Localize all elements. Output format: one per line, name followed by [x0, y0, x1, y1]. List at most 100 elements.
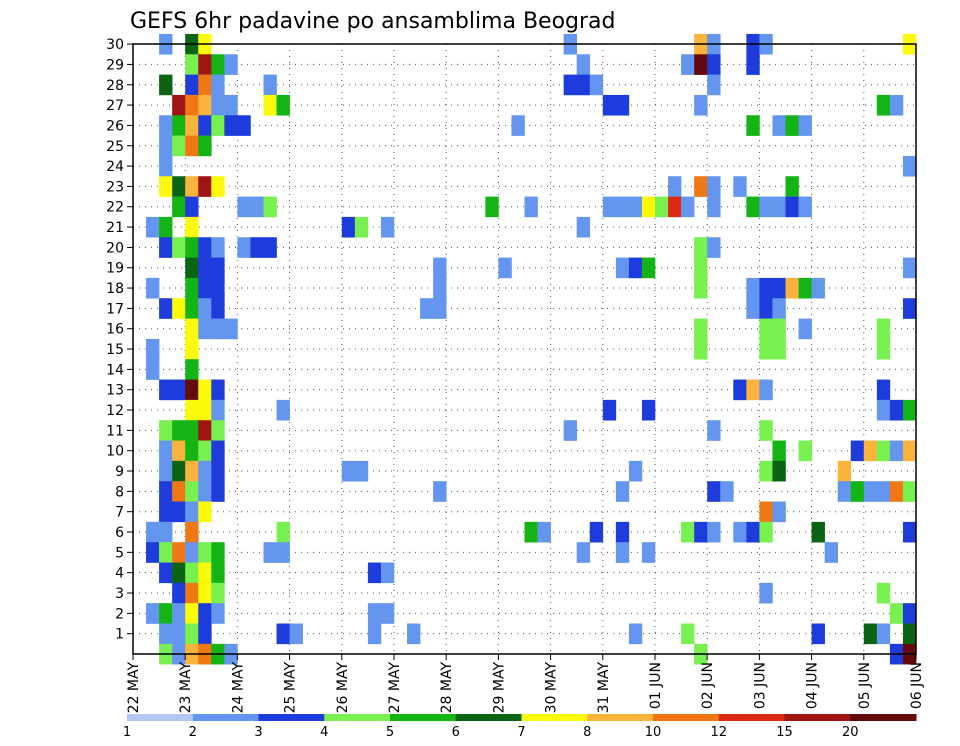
heatmap-cell — [889, 481, 904, 502]
heatmap-cell — [185, 603, 199, 624]
heatmap-cell — [172, 379, 186, 401]
heatmap-cell — [759, 521, 773, 543]
heatmap-cell — [159, 298, 173, 319]
heatmap-cell — [772, 338, 786, 360]
heatmap-cell — [759, 582, 773, 604]
heatmap-cell — [185, 216, 199, 238]
heatmap-cell — [172, 582, 186, 604]
heatmap-cell — [159, 562, 173, 584]
heatmap-cell — [380, 562, 395, 584]
heatmap-cell — [354, 460, 369, 482]
heatmap-cell — [185, 481, 199, 502]
heatmap-cell — [185, 460, 199, 482]
heatmap-cell — [889, 399, 904, 421]
heatmap-cell — [185, 318, 199, 340]
heatmap-cell — [615, 94, 630, 116]
heatmap-cell — [759, 196, 773, 218]
heatmap-cell — [198, 298, 212, 319]
x-tick-label: 30 MAY — [544, 662, 560, 714]
colorbar-swatch — [587, 714, 654, 721]
heatmap-cell — [185, 257, 199, 279]
heatmap-cell — [146, 338, 160, 360]
heatmap-cell — [628, 623, 643, 645]
heatmap-cell — [380, 603, 395, 624]
colorbar-swatch — [127, 714, 194, 721]
heatmap-cell — [785, 176, 799, 197]
heatmap-cell — [850, 481, 865, 502]
y-tick-label: 8 — [115, 484, 124, 500]
colorbar: 1 2 3 4 5 6 7 8 10 12 15 20 — [123, 714, 917, 740]
heatmap-cell — [185, 94, 199, 116]
heatmap-cell — [694, 176, 708, 197]
heatmap-cell — [902, 298, 917, 319]
y-tick-label: 13 — [106, 383, 124, 399]
x-tick-label: 04 JUN — [805, 662, 821, 709]
heatmap-cell — [198, 623, 212, 645]
heatmap-cell — [641, 399, 656, 421]
heatmap-cell — [576, 216, 591, 238]
colorbar-swatch — [850, 714, 917, 721]
heatmap-cell — [746, 277, 760, 299]
heatmap-cell — [276, 94, 290, 116]
heatmap-cell — [159, 115, 173, 136]
heatmap-cell — [615, 542, 630, 563]
heatmap-cells — [146, 33, 917, 665]
heatmap-cell — [694, 521, 708, 543]
y-tick-label: 30 — [106, 37, 124, 53]
heatmap-cell — [198, 582, 212, 604]
heatmap-cell — [668, 196, 682, 218]
heatmap-cell — [211, 54, 225, 75]
chart-title: GEFS 6hr padavine po ansamblima Beograd — [130, 9, 616, 34]
y-tick-label: 16 — [106, 322, 124, 338]
heatmap-cell — [759, 318, 773, 340]
heatmap-cell — [211, 115, 225, 136]
colorbar-swatch — [455, 714, 522, 721]
y-tick-label: 6 — [115, 525, 124, 541]
heatmap-cell — [276, 542, 290, 563]
heatmap-cell — [785, 115, 799, 136]
heatmap-cell — [185, 501, 199, 523]
colorbar-swatch — [521, 714, 588, 721]
colorbar-swatch — [192, 714, 259, 721]
heatmap-cell — [641, 542, 656, 563]
colorbar-label: 20 — [842, 725, 859, 740]
x-tick-label: 31 MAY — [596, 662, 612, 714]
heatmap-cell — [602, 94, 617, 116]
colorbar-label: 6 — [452, 725, 460, 740]
heatmap-cell — [159, 420, 173, 441]
heatmap-cell — [772, 298, 786, 319]
colorbar-label: 10 — [645, 725, 662, 740]
y-tick-label: 10 — [106, 444, 124, 460]
y-tick-label: 21 — [106, 220, 124, 236]
heatmap-cell — [172, 440, 186, 462]
heatmap-cell — [602, 399, 617, 421]
x-tick-label: 02 JUN — [700, 662, 716, 709]
heatmap-cell — [146, 603, 160, 624]
heatmap-cell — [172, 135, 186, 157]
heatmap-cell — [876, 379, 891, 401]
y-tick-label: 7 — [115, 505, 124, 521]
heatmap-cell — [172, 481, 186, 502]
x-tick-label: 28 MAY — [439, 662, 455, 714]
heatmap-cell — [902, 440, 917, 462]
heatmap-cell — [746, 521, 760, 543]
heatmap-cell — [146, 542, 160, 563]
heatmap-cell — [772, 501, 786, 523]
heatmap-cell — [211, 379, 225, 401]
heatmap-cell — [146, 521, 160, 543]
heatmap-cell — [224, 318, 238, 340]
heatmap-cell — [159, 440, 173, 462]
heatmap-cell — [237, 115, 251, 136]
heatmap-cell — [707, 196, 721, 218]
colorbar-label: 12 — [710, 725, 727, 740]
colorbar-label: 2 — [189, 725, 197, 740]
heatmap-cell — [263, 94, 277, 116]
y-tick-label: 12 — [106, 403, 124, 419]
heatmap-cell — [759, 501, 773, 523]
heatmap-cell — [185, 420, 199, 441]
heatmap-cell — [146, 359, 160, 380]
heatmap-cell — [172, 501, 186, 523]
heatmap-cell — [628, 257, 643, 279]
heatmap-cell — [185, 196, 199, 218]
